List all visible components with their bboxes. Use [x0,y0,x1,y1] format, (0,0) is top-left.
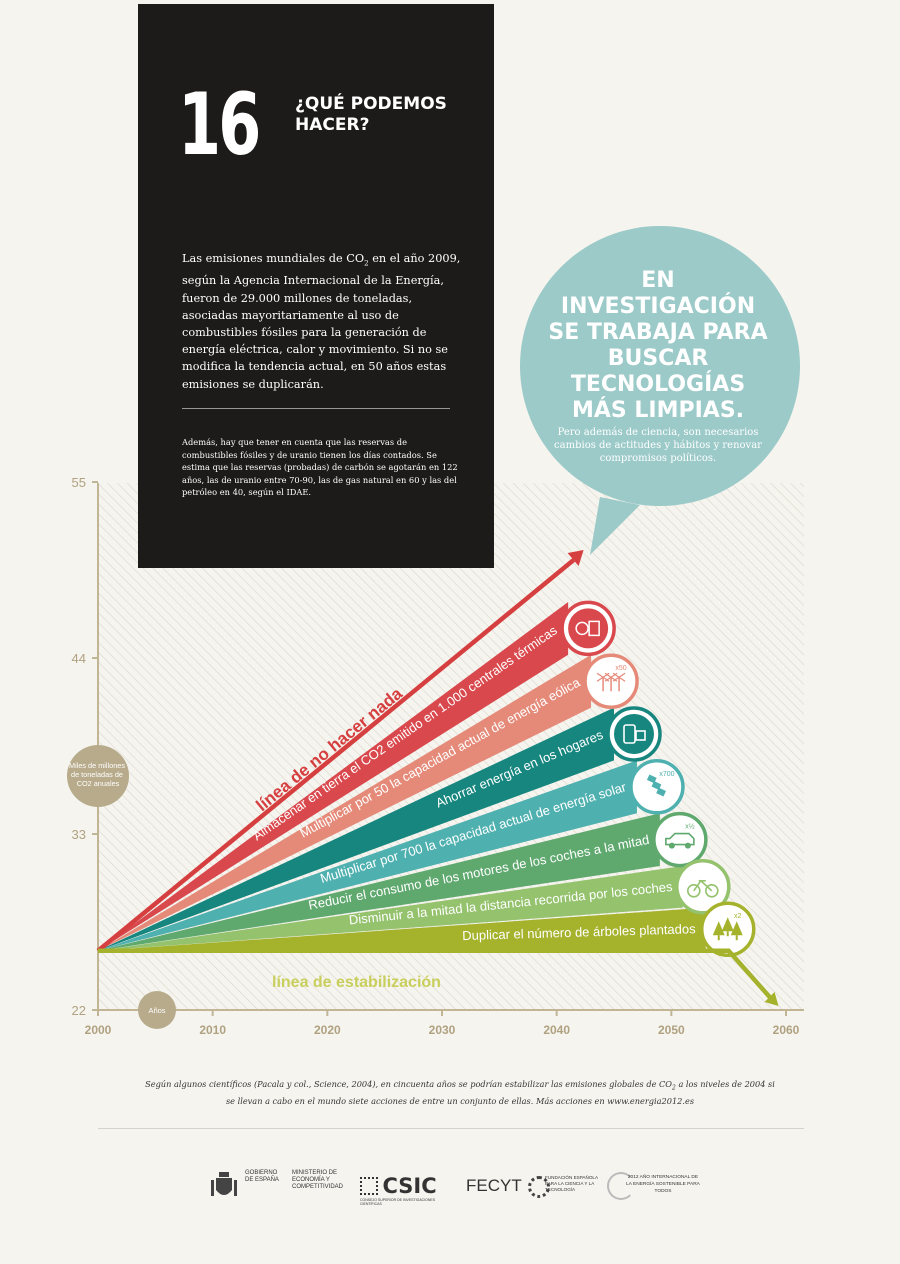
bubble-subtext: Pero además de ciencia, son necesarios c… [554,427,762,464]
icon-multiplier-5: x½ [685,823,695,831]
icon-multiplier-2: x50 [615,665,626,672]
y-axis-label-circle [67,745,129,807]
icon-ring-6 [675,859,731,915]
x-tick-label: 2020 [314,1023,341,1037]
x-axis-label-circle [138,991,176,1029]
wedge-3 [98,707,615,951]
icon-ring-5 [652,811,708,868]
chart-caption: Según algunos científicos (Pacala y col.… [145,1079,775,1106]
car-wheel [668,842,675,849]
bike-wheel [705,883,719,898]
wedge-4 [98,760,637,951]
y-tick-label: 44 [72,651,86,666]
fecyt-logo: FECYT [466,1176,551,1198]
wedge-7 [98,907,706,951]
stabilization-arrow [764,992,779,1006]
solar-panels-icon [646,774,666,797]
icon-multiplier-4: x700 [659,771,674,778]
no-action-line [96,558,576,953]
wedge-6 [98,866,683,951]
wedge-5 [98,813,660,951]
gear-part [575,621,589,636]
bubble-content: EN INVESTIGACIÓN SE TRABAJA PARA BUSCAR … [548,268,768,465]
tree [730,921,743,936]
intro-text: Las emisiones mundiales de CO2 en el año… [182,252,461,391]
energy-year-mark-icon [607,1172,635,1200]
solar-panel [651,781,662,790]
car-wheel [684,842,691,849]
wedge-2 [98,654,592,951]
spain-crest-icon [211,1172,237,1196]
wedge-1 [98,602,569,951]
trees-icon [712,917,743,941]
car-icon [665,832,695,849]
icon-fill-3 [614,714,655,754]
bike-frame [693,879,713,892]
tree-trunk [735,935,738,941]
x-tick-label: 2040 [543,1023,570,1037]
car-body [665,832,695,846]
csic-logo: CSIC CONSEJO SUPERIOR DE INVESTIGACIONES… [360,1174,437,1206]
reserves-note: Además, hay que tener en cuenta que las … [182,437,458,498]
x-tick-label: 2050 [658,1023,685,1037]
tree-trunk [717,935,720,941]
wedge-label-7: Duplicar el número de árboles plantados [462,921,696,943]
wind-turbines-icon [596,672,626,692]
csic-mark-icon [360,1177,378,1195]
x-tick-label: 2030 [429,1023,456,1037]
y-tick-label: 22 [72,1003,86,1018]
turbine-blades [612,672,626,682]
y-axis-label: Miles de millones de toneladas de CO2 an… [69,761,127,788]
icon-multiplier-7: x2 [734,913,742,920]
tree-trunk [726,931,729,937]
x-axis-label: Años [148,1006,165,1015]
footer-divider [98,1128,804,1129]
y-tick-label: 55 [72,475,86,490]
page-number: 16 [178,75,261,175]
intro-panel: 16 ¿QUÉ PODEMOS HACER? Las emisiones mun… [138,4,494,568]
fridge-part [623,724,636,744]
speech-bubble-tail [590,497,640,555]
divider [182,408,450,409]
gobierno-logo: GOBIERNO DE ESPAÑA [245,1170,279,1183]
washer-part [635,730,646,741]
ministerio-logo: MINISTERIO DE ECONOMÍA Y COMPETITIVIDAD [292,1170,344,1190]
bin-part [588,620,600,637]
bike-wheel [687,883,701,898]
stabilization-label: línea de estabilización [272,974,441,991]
x-tick-label: 2010 [199,1023,226,1037]
x-tick-label: 2060 [773,1023,800,1037]
y-tick-label: 33 [72,827,86,842]
bubble-heading: EN INVESTIGACIÓN SE TRABAJA PARA BUSCAR … [548,268,768,423]
solar-panel [646,774,657,784]
x-tick-label: 2000 [85,1023,112,1037]
fecyt-subtitle: FUNDACIÓN ESPAÑOLA PARA LA CIENCIA Y LA … [545,1175,598,1192]
tree [721,917,734,932]
stabilization-line [98,948,773,1000]
appliances-icon [623,724,646,744]
solar-panel [656,787,666,797]
power-plant-co2-icon [575,620,600,637]
tree [712,921,725,936]
bicycle-icon [687,879,719,898]
speech-bubble [520,226,800,506]
no-action-arrow [567,550,584,566]
page-title: ¿QUÉ PODEMOS HACER? [295,94,447,135]
fecyt-mark-icon [528,1176,551,1198]
